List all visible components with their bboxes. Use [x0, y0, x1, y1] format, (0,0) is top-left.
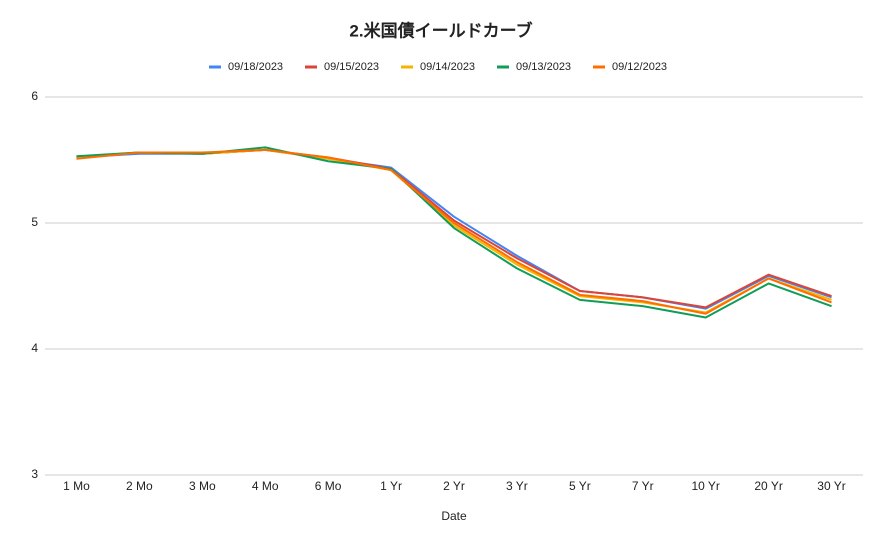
legend-label: 09/13/2023	[516, 61, 571, 73]
x-tick-label: 2 Mo	[126, 479, 153, 493]
x-tick-label: 10 Yr	[691, 479, 719, 493]
x-tick-label: 1 Mo	[63, 479, 90, 493]
x-tick-label: 2 Yr	[443, 479, 465, 493]
x-tick-label: 20 Yr	[754, 479, 782, 493]
series-line	[76, 148, 832, 314]
legend-label: 09/18/2023	[228, 61, 283, 73]
x-tick-label: 3 Mo	[189, 479, 216, 493]
legend-label: 09/15/2023	[324, 61, 379, 73]
y-tick-label: 3	[31, 467, 38, 481]
x-tick-label: 6 Mo	[315, 479, 342, 493]
series-line	[76, 148, 832, 310]
y-tick-label: 5	[31, 215, 38, 229]
legend-label: 09/14/2023	[420, 61, 475, 73]
chart-title: 2.米国債イールドカーブ	[349, 20, 532, 40]
x-tick-label: 7 Yr	[632, 479, 654, 493]
y-tick-label: 4	[31, 341, 38, 355]
series-line	[76, 148, 832, 315]
x-tick-label: 4 Mo	[252, 479, 279, 493]
series-line	[76, 146, 832, 319]
y-tick-label: 6	[31, 89, 38, 103]
x-tick-label: 30 Yr	[817, 479, 845, 493]
legend-label: 09/12/2023	[612, 61, 667, 73]
x-tick-label: 1 Yr	[380, 479, 402, 493]
x-tick-label: 5 Yr	[569, 479, 591, 493]
x-axis-label: Date	[441, 509, 467, 523]
x-tick-label: 3 Yr	[506, 479, 528, 493]
